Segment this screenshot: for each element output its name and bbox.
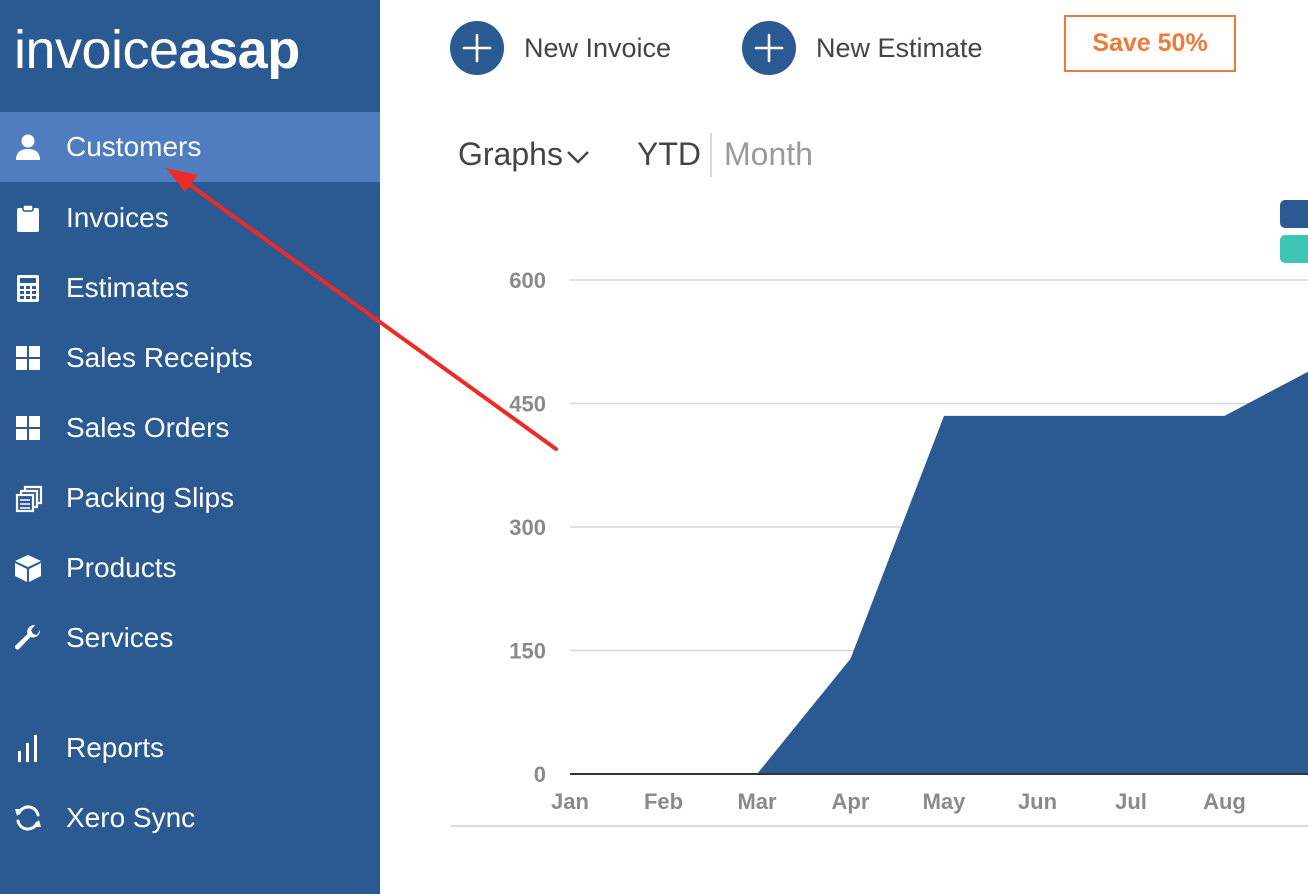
sidebar-item-label: Invoices [66, 202, 169, 233]
sidebar-item-label: Services [66, 622, 174, 653]
sidebar: invoiceasap Customers Invoices Estimates… [0, 0, 380, 894]
plus-icon [742, 21, 796, 75]
calculator-icon [12, 272, 44, 304]
sidebar-item-label: Sales Receipts [66, 342, 253, 373]
sidebar-item-label: Products [66, 552, 177, 583]
sidebar-item-label: Xero Sync [66, 802, 196, 833]
bar-chart-icon [12, 732, 44, 764]
save-50-button[interactable]: Save 50% [1064, 15, 1236, 72]
x-tick-label: Mar [737, 789, 777, 814]
clipboard-icon [12, 202, 44, 234]
user-icon [12, 131, 44, 163]
sidebar-item-customers[interactable]: Customers [0, 112, 380, 182]
x-tick-label: May [923, 789, 967, 814]
wrench-icon [12, 622, 44, 654]
stack-icon [12, 482, 44, 514]
range-divider [710, 133, 712, 177]
new-estimate-button[interactable]: New Estimate [742, 20, 983, 76]
x-tick-label: Jul [1115, 789, 1147, 814]
legend-swatch-secondary [1280, 235, 1308, 263]
sidebar-item-label: Estimates [66, 272, 189, 303]
range-month-tab[interactable]: Month [724, 136, 813, 172]
x-tick-label: Apr [832, 789, 870, 814]
x-tick-label: Jan [551, 789, 589, 814]
range-ytd-tab[interactable]: YTD [637, 136, 701, 172]
sidebar-item-label: Packing Slips [66, 482, 235, 513]
x-tick-label: Jun [1018, 789, 1057, 814]
logo-text-light: invoice [14, 20, 179, 80]
sidebar-item-label: Sales Orders [66, 412, 230, 443]
sidebar-item-xero-sync[interactable]: Xero Sync [0, 783, 380, 853]
x-tick-label: Feb [644, 789, 683, 814]
grid-icon [12, 342, 44, 374]
legend-swatch-primary [1280, 200, 1308, 228]
graphs-label: Graphs [458, 136, 563, 172]
y-tick-label: 150 [509, 639, 546, 664]
area-series [570, 371, 1308, 774]
plus-icon [450, 21, 504, 75]
area-chart: 0150300450600JanFebMarAprMayJunJulAugS [450, 268, 1308, 827]
sidebar-item-estimates[interactable]: Estimates [0, 253, 380, 323]
sidebar-item-label: Reports [66, 732, 165, 763]
new-estimate-label: New Estimate [816, 32, 983, 63]
sidebar-item-label: Customers [66, 131, 202, 162]
app-logo[interactable]: invoiceasap [14, 18, 300, 82]
graphs-dropdown[interactable]: Graphs [458, 136, 591, 173]
sidebar-item-services[interactable]: Services [0, 603, 380, 673]
sidebar-item-invoices[interactable]: Invoices [0, 183, 380, 253]
y-tick-label: 450 [509, 392, 546, 417]
y-tick-label: 600 [509, 268, 546, 293]
chevron-down-icon [567, 150, 589, 164]
sidebar-item-reports[interactable]: Reports [0, 713, 380, 783]
new-invoice-button[interactable]: New Invoice [450, 20, 671, 76]
sidebar-item-packing-slips[interactable]: Packing Slips [0, 463, 380, 533]
y-tick-label: 0 [534, 762, 546, 787]
box-icon [12, 552, 44, 584]
grid-icon [12, 412, 44, 444]
logo-text-bold: asap [178, 20, 301, 80]
sidebar-item-products[interactable]: Products [0, 533, 380, 603]
new-invoice-label: New Invoice [524, 32, 672, 63]
sidebar-item-sales-orders[interactable]: Sales Orders [0, 393, 380, 463]
y-tick-label: 300 [509, 515, 546, 540]
sidebar-item-sales-receipts[interactable]: Sales Receipts [0, 323, 380, 393]
sync-icon [12, 802, 44, 834]
x-tick-label: Aug [1203, 789, 1246, 814]
